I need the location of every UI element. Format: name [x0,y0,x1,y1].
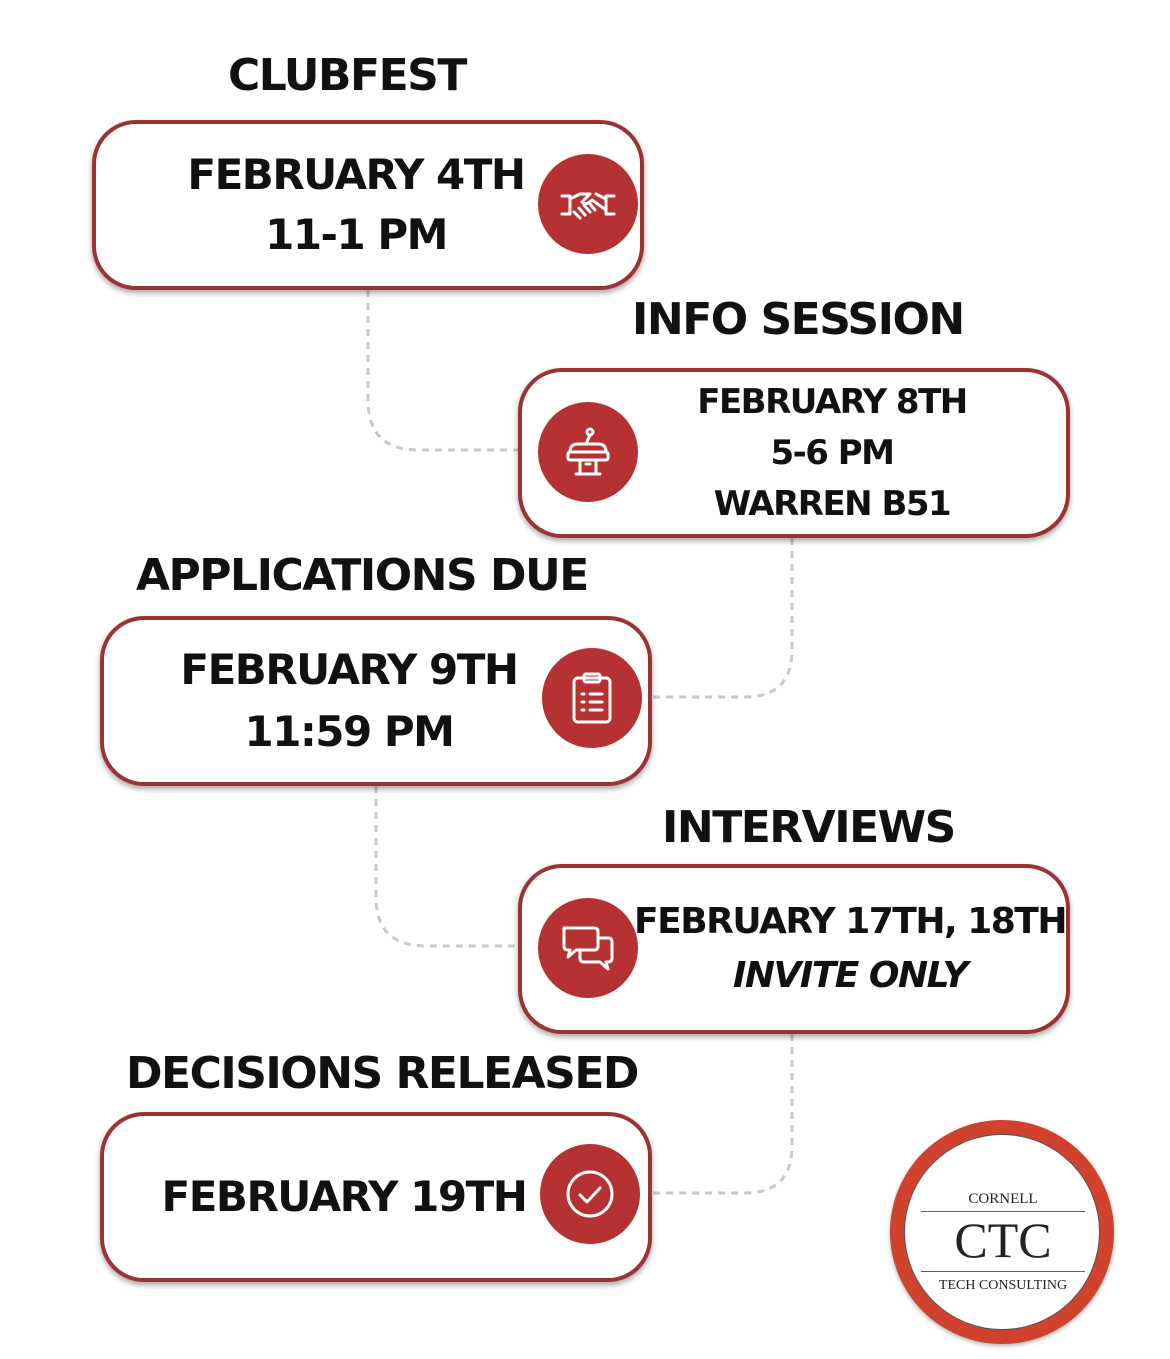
event-location: WARREN B51 [713,483,952,524]
logo-top-text: CORNELL [968,1191,1038,1207]
event-title-applications-due: APPLICATIONS DUE [136,550,589,601]
event-title-interviews: INTERVIEWS [662,802,956,853]
event-title-info-session: INFO SESSION [632,294,965,345]
logo-rule-bottom [921,1271,1085,1272]
logo-bottom-text: TECH CONSULTING [938,1278,1068,1293]
connector-4 [648,1034,794,1195]
event-card-clubfest: FEBRUARY 4TH 11-1 PM [92,120,644,290]
event-note: INVITE ONLY [732,955,969,996]
event-time: 5-6 PM [770,432,895,473]
clipboard-icon [542,648,642,748]
logo-inner-circle: CORNELL CTC TECH CONSULTING [904,1134,1100,1330]
event-title-decisions-released: DECISIONS RELEASED [126,1048,639,1099]
event-details: FEBRUARY 8TH 5-6 PM WARREN B51 [662,372,1002,534]
event-time: 11:59 PM [244,707,455,756]
logo-rule-top [921,1211,1085,1212]
event-date: FEBRUARY 19TH [161,1172,528,1221]
chat-bubbles-icon [538,898,638,998]
event-details: FEBRUARY 19TH [144,1116,544,1278]
event-date: FEBRUARY 17TH, 18TH [634,901,1067,942]
event-card-decisions-released: FEBRUARY 19TH [100,1112,652,1282]
connector-3 [374,786,520,948]
event-date: FEBRUARY 4TH [187,150,526,199]
podium-icon [538,402,638,502]
event-details: FEBRUARY 17TH, 18TH INVITE ONLY [634,868,1067,1030]
event-card-info-session: FEBRUARY 8TH 5-6 PM WARREN B51 [518,368,1070,538]
event-card-applications-due: FEBRUARY 9TH 11:59 PM [100,616,652,786]
logo-main-text: CTC [954,1212,1052,1268]
event-card-interviews: FEBRUARY 17TH, 18TH INVITE ONLY [518,864,1070,1034]
handshake-icon [538,154,638,254]
event-details: FEBRUARY 4TH 11-1 PM [166,124,546,286]
event-date: FEBRUARY 8TH [697,381,968,422]
checkmark-icon [540,1144,640,1244]
event-title-clubfest: CLUBFEST [228,50,467,101]
event-time: 11-1 PM [265,210,448,259]
connector-1 [366,290,520,452]
event-details: FEBRUARY 9TH 11:59 PM [154,620,544,782]
event-date: FEBRUARY 9TH [180,645,519,694]
connector-2 [648,538,794,699]
cornell-ctc-logo: CORNELL CTC TECH CONSULTING [890,1120,1114,1344]
